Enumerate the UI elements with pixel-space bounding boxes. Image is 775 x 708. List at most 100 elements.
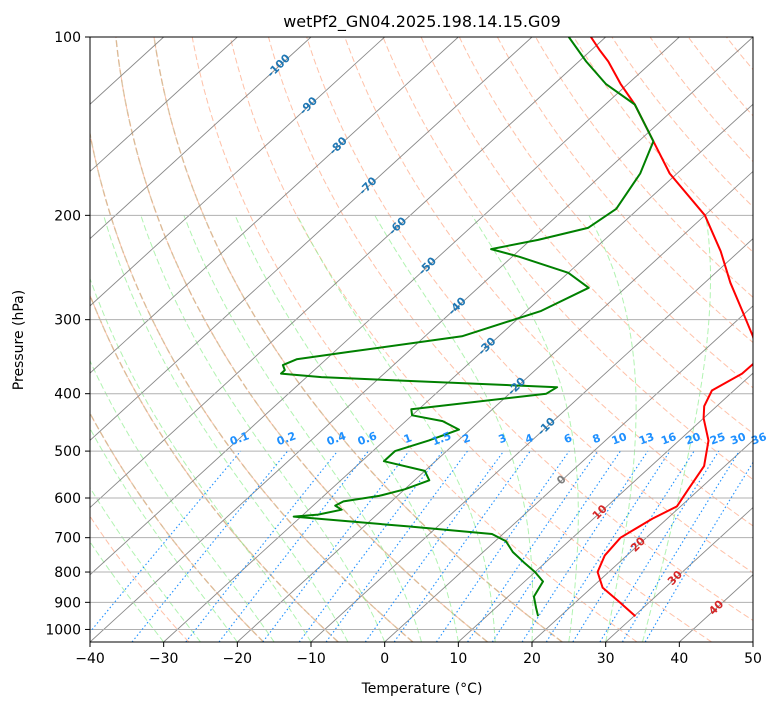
y-tick-label: 900 [54, 595, 81, 611]
isotherm-lines [90, 37, 753, 642]
mixing-ratio-line [393, 450, 531, 642]
dry-adiabat-line [90, 411, 264, 642]
moist-adiabat-line [90, 359, 275, 642]
x-tick-label: 30 [597, 651, 615, 667]
y-tick-label: 300 [54, 313, 81, 329]
y-tick-label: 700 [54, 531, 81, 547]
dry-adiabat-line [611, 37, 753, 208]
mixing-ratio-label: 13 [637, 430, 656, 447]
plot-frame [89, 36, 754, 643]
mixing-ratio-line [90, 450, 242, 633]
mixing-ratio-line [131, 450, 289, 642]
dry-adiabat-line [535, 37, 753, 298]
mixing-ratio-line [467, 450, 599, 642]
isotherm-line [384, 305, 753, 642]
isotherm-line [752, 641, 753, 642]
moist-adiabat-line [140, 215, 386, 642]
x-axis-label: Temperature (°C) [361, 681, 483, 697]
dry-adiabat-line [90, 293, 339, 642]
dry-adiabat-line [649, 37, 753, 163]
y-axis-label: Pressure (hPa) [11, 290, 27, 390]
moist-adiabat-line [103, 215, 349, 642]
dry-adiabat-line [765, 37, 775, 642]
x-tick-label: −40 [75, 651, 105, 667]
isotherm-line [237, 170, 753, 642]
moist-adiabat-line [234, 215, 459, 642]
x-tick-label: 20 [523, 651, 541, 667]
isotherm-line [90, 37, 459, 374]
mixing-ratio-label: 0.2 [275, 429, 298, 448]
mixing-ratio-label: 0.1 [228, 429, 251, 448]
moist-adiabat-line [374, 215, 534, 642]
moist-adiabat-line [90, 540, 165, 642]
dry-adiabat-line [306, 37, 753, 574]
x-axis-ticks: −40 −30 −20 −10 0 10 20 30 40 50 [75, 642, 762, 667]
mixing-ratio-label: 6 [562, 431, 574, 446]
mixing-ratio-line [599, 450, 720, 642]
y-tick-label: 500 [54, 444, 81, 460]
isotherm-line [310, 238, 753, 642]
mixing-ratio-line [644, 461, 753, 642]
y-tick-label: 200 [54, 208, 81, 224]
mixing-ratio-label: 3 [497, 431, 509, 446]
mixing-ratio-line [364, 450, 505, 642]
mixing-ratio-label: 0.6 [356, 429, 379, 448]
mixing-ratio-lines [90, 450, 753, 642]
moist-adiabat-line [588, 215, 637, 642]
isotherm-line [90, 37, 606, 509]
isotherm-line [90, 37, 312, 240]
x-tick-label: 10 [449, 651, 467, 667]
y-tick-label: 800 [54, 565, 81, 581]
mixing-ratio-label: 25 [708, 430, 727, 447]
x-tick-label: −10 [296, 651, 326, 667]
mixing-ratio-label: 2 [461, 431, 473, 446]
mixing-ratio-label: 30 [729, 430, 748, 448]
dry-adiabat-line [573, 37, 753, 253]
y-tick-label: 100 [54, 30, 81, 46]
isotherm-line [605, 506, 753, 642]
mixing-ratio-line [185, 450, 339, 642]
moist-adiabat-line [90, 277, 312, 642]
dry-adiabat-line [382, 37, 753, 481]
y-tick-label: 1000 [45, 622, 81, 638]
dewpoint-line [280, 37, 655, 617]
dry-adiabat-line [115, 37, 488, 642]
isotherm-line [458, 372, 753, 642]
mixing-ratio-line [262, 450, 410, 642]
mixing-ratio-line [572, 450, 695, 642]
mixing-ratio-label: 1.5 [430, 429, 453, 448]
mixing-ratio-label: 4 [523, 431, 535, 446]
x-tick-label: 0 [380, 651, 389, 667]
isotherm-line [90, 37, 753, 642]
isotherm-line [531, 439, 753, 642]
dry-adiabat-line [268, 37, 753, 622]
chart-title: wetPf2_GN04.2025.198.14.15.G09 [283, 12, 561, 32]
isotherm-line [90, 37, 680, 576]
isotherm-line [90, 37, 385, 307]
dry-adiabat-line [115, 37, 489, 642]
y-tick-label: 600 [54, 491, 81, 507]
moist-adiabat-line [642, 215, 711, 642]
mixing-ratio-label: 1 [402, 431, 414, 446]
mixing-ratio-label: 16 [659, 430, 678, 448]
x-tick-label: 50 [744, 651, 762, 667]
mixing-ratio-label: 8 [591, 431, 603, 446]
moist-adiabat-line [90, 486, 201, 642]
mixing-ratio-line [621, 450, 740, 642]
mixing-ratio-label: 0.4 [325, 429, 348, 448]
dry-adiabat-line [496, 37, 753, 344]
isotherm-line [163, 103, 753, 642]
y-axis-ticks: 100 200 300 400 500 600 700 800 900 1000 [45, 30, 90, 638]
mixing-ratio-label: 20 [684, 430, 703, 448]
adiabat-lines [90, 37, 775, 642]
mixing-ratio-label: 10 [610, 430, 629, 448]
y-tick-label: 400 [54, 387, 81, 403]
dry-adiabat-line [90, 130, 414, 642]
dry-adiabat-line [90, 515, 190, 642]
mixing-ratio-line [545, 450, 671, 642]
moist-adiabat-line [183, 215, 422, 642]
dry-adiabat-line [229, 37, 712, 642]
profile-series [280, 37, 753, 617]
x-tick-label: 40 [670, 651, 688, 667]
